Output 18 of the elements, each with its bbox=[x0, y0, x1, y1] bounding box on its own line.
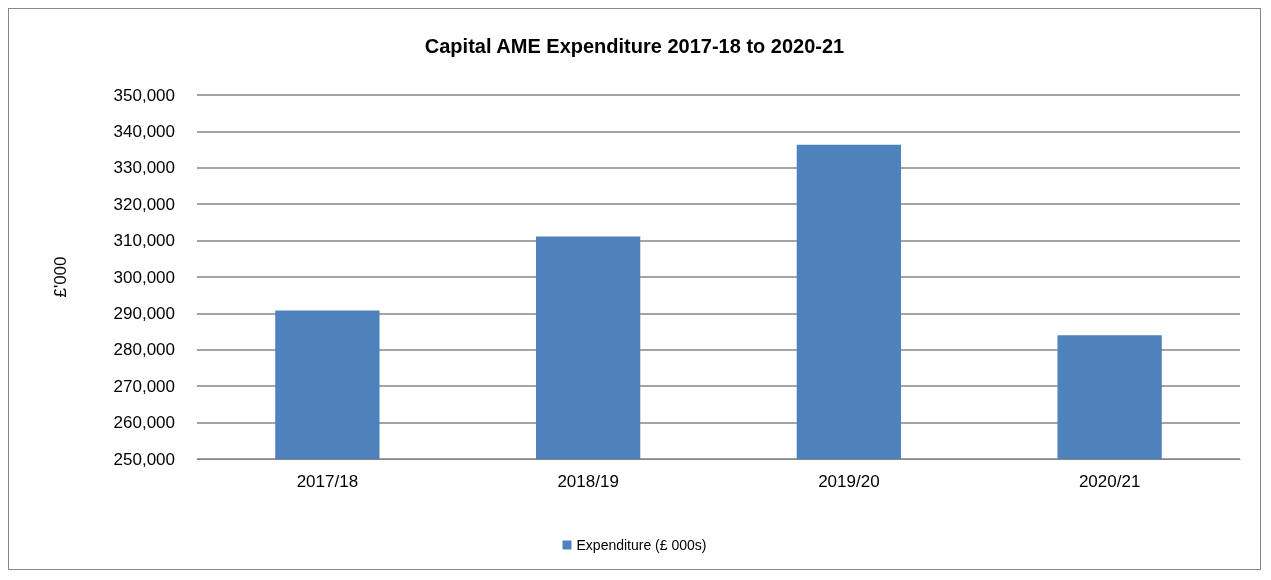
chart-title: Capital AME Expenditure 2017-18 to 2020-21 bbox=[424, 35, 845, 57]
y-tick-label: 270,000 bbox=[113, 376, 175, 396]
y-axis-title: £'000 bbox=[51, 256, 70, 298]
y-tick-label: 310,000 bbox=[113, 231, 175, 251]
x-tick-label: 2019/20 bbox=[818, 472, 880, 491]
y-tick-label: 280,000 bbox=[113, 340, 175, 360]
y-tick-label: 350,000 bbox=[113, 85, 175, 105]
y-tick-label: 290,000 bbox=[113, 303, 175, 323]
x-tick-label: 2017/18 bbox=[296, 472, 359, 491]
x-tick-label: 2018/19 bbox=[557, 472, 619, 491]
y-tick-label: 300,000 bbox=[113, 267, 175, 287]
y-tick-label: 340,000 bbox=[113, 121, 175, 141]
y-tick-label: 260,000 bbox=[113, 413, 175, 433]
legend-label: Expenditure (£ 000s) bbox=[576, 537, 707, 553]
y-tick-label: 250,000 bbox=[113, 449, 175, 469]
y-tick-label: 320,000 bbox=[113, 194, 175, 214]
y-tick-label: 330,000 bbox=[113, 158, 175, 178]
x-tick-label: 2020/21 bbox=[1078, 472, 1141, 491]
